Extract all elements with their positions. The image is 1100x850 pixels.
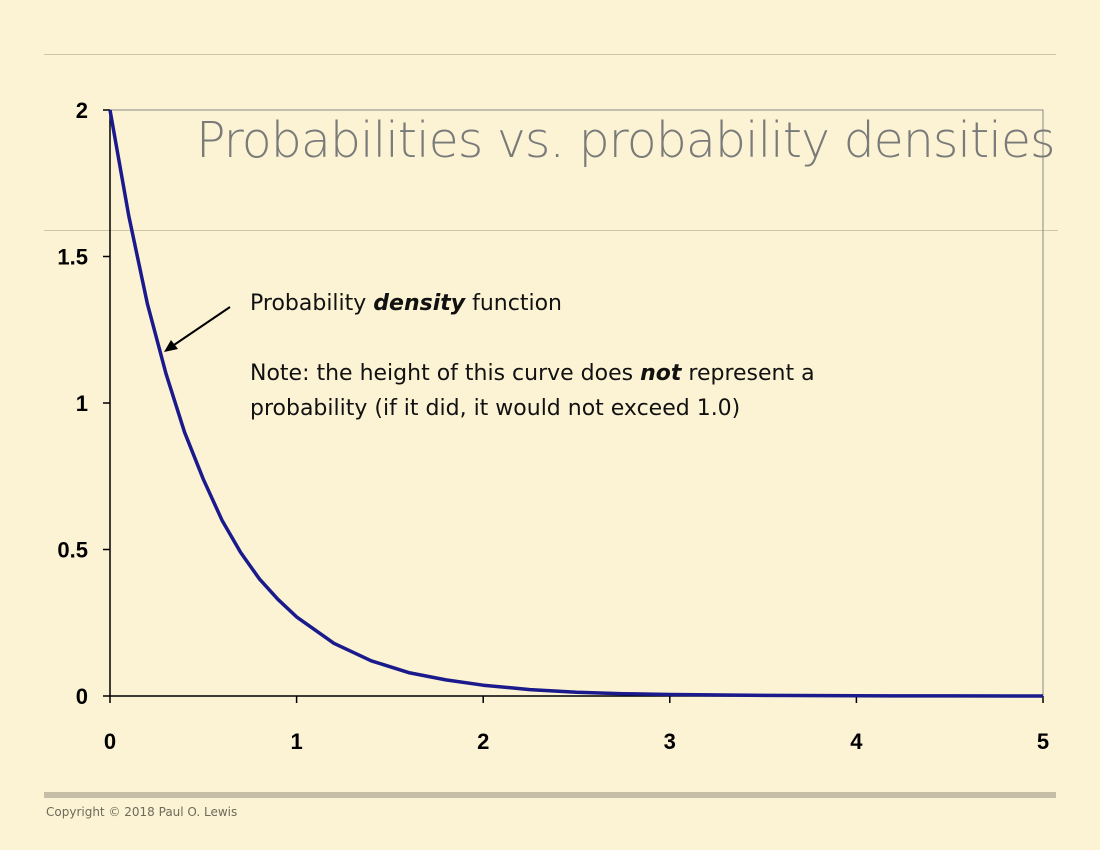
- annotation-arrow: [164, 306, 231, 352]
- pdf-label-suffix: function: [465, 291, 562, 316]
- note-line-2: probability (if it did, it would not exc…: [250, 396, 741, 421]
- x-tick-label: 2: [477, 729, 489, 754]
- pdf-label-emphasis: density: [373, 291, 466, 316]
- series: [108, 109, 1044, 698]
- note-line-1: Note: the height of this curve does not …: [250, 356, 815, 391]
- y-tick-label: 1.5: [57, 245, 88, 270]
- note-prefix: Note: the height of this curve does: [250, 361, 641, 386]
- y-tick-label: 1: [76, 391, 88, 416]
- note-text: Note: the height of this curve does not …: [250, 356, 815, 426]
- x-tick-label: 5: [1037, 729, 1049, 754]
- ticks: 0 1 2 3 4 5 0 0.5 1 1.5 2: [57, 98, 1049, 754]
- x-tick-label: 4: [850, 729, 863, 754]
- x-tick-label: 3: [664, 729, 676, 754]
- footer-bar: [44, 792, 1056, 798]
- pdf-label-prefix: Probability: [250, 291, 374, 316]
- page-title: Probabilities vs. probability densities: [196, 112, 1056, 169]
- pdf-curve: [108, 109, 1044, 698]
- x-tick-label: 0: [104, 729, 116, 754]
- y-tick-label: 0.5: [57, 538, 88, 563]
- y-tick-label: 2: [76, 98, 88, 123]
- note-suffix: represent a: [681, 361, 815, 386]
- y-tick-label: 0: [76, 684, 88, 709]
- pdf-label: Probability density function: [250, 286, 562, 321]
- title-rule: [44, 230, 1058, 231]
- x-tick-label: 1: [290, 729, 302, 754]
- copyright: Copyright © 2018 Paul O. Lewis: [46, 805, 238, 819]
- note-emphasis: not: [640, 361, 682, 386]
- top-rule: [44, 54, 1056, 55]
